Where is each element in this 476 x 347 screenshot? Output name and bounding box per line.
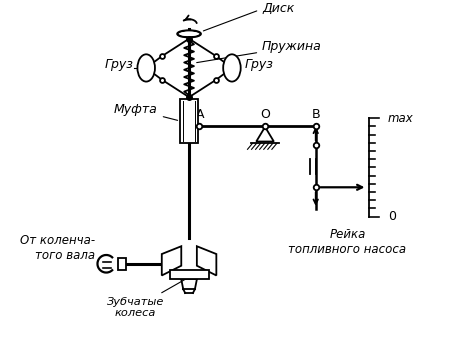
Polygon shape — [197, 246, 217, 276]
Bar — [169, 270, 208, 279]
Text: Пружина: Пружина — [197, 40, 322, 62]
Text: Рейка
топливного насоса: Рейка топливного насоса — [288, 228, 407, 256]
Text: Груз: Груз — [105, 58, 134, 70]
Polygon shape — [162, 246, 181, 276]
Text: Диск: Диск — [203, 2, 294, 31]
Text: От коленча-
того вала: От коленча- того вала — [20, 234, 96, 262]
Text: Муфта: Муфта — [114, 103, 178, 120]
Ellipse shape — [138, 54, 155, 82]
Text: В: В — [311, 108, 320, 121]
Ellipse shape — [178, 31, 201, 37]
Ellipse shape — [180, 32, 198, 36]
Ellipse shape — [223, 54, 241, 82]
Text: 0: 0 — [388, 210, 396, 223]
Bar — [180, 99, 198, 143]
Bar — [118, 258, 126, 270]
Text: max: max — [388, 112, 414, 125]
Polygon shape — [256, 127, 274, 142]
Text: А: А — [196, 108, 204, 121]
Text: О: О — [260, 108, 270, 121]
Text: Груз: Груз — [245, 58, 274, 70]
Text: Зубчатые
колеса: Зубчатые колеса — [107, 273, 197, 319]
